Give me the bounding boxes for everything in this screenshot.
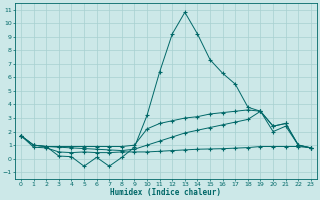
X-axis label: Humidex (Indice chaleur): Humidex (Indice chaleur)	[110, 188, 221, 197]
